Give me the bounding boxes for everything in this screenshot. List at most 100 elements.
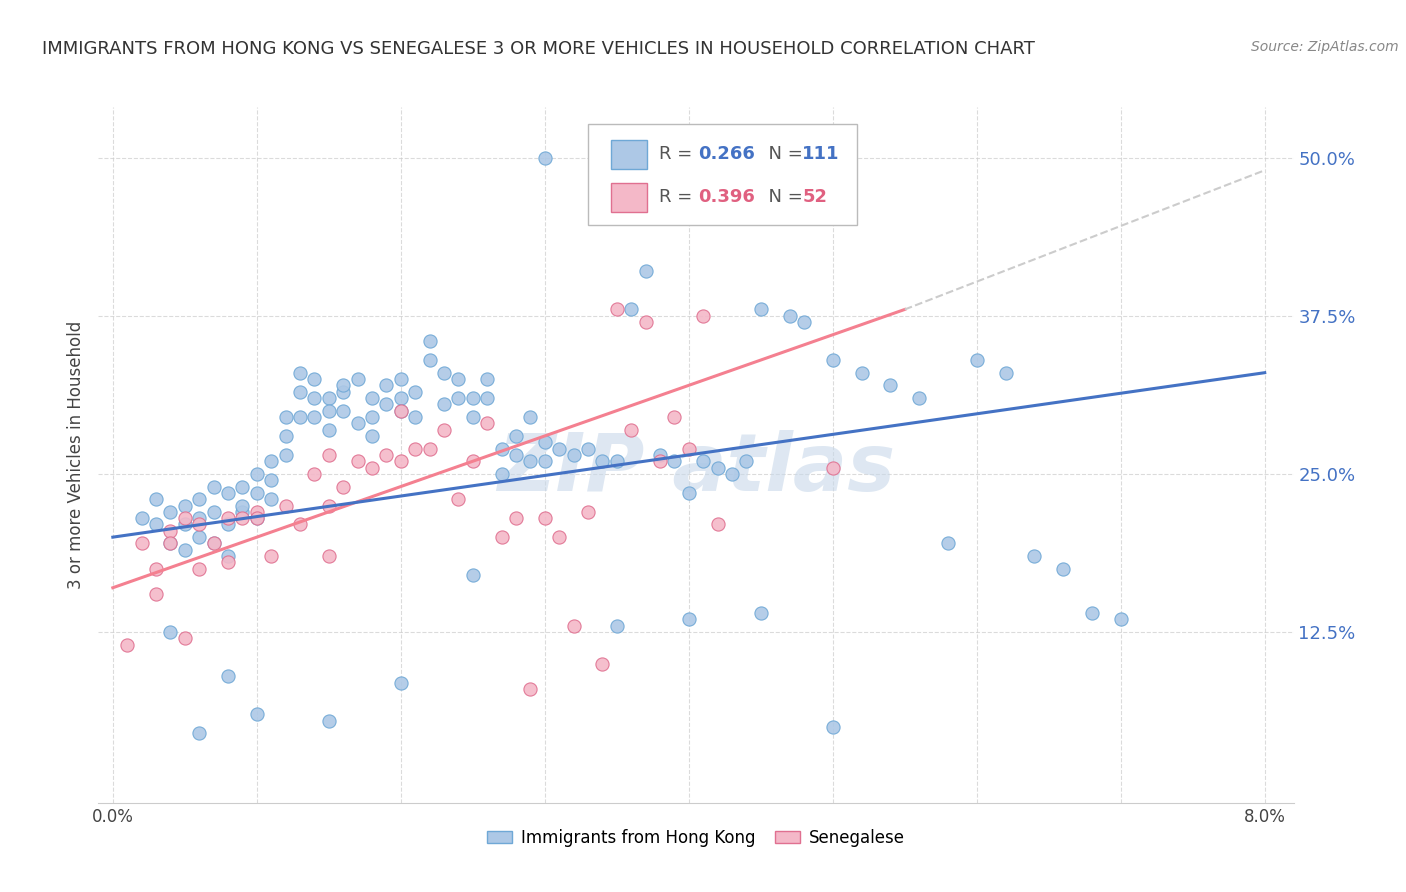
Point bbox=[231, 479, 253, 493]
Point bbox=[288, 366, 311, 380]
Text: 52: 52 bbox=[803, 188, 827, 206]
Point bbox=[217, 486, 239, 500]
Point bbox=[318, 549, 340, 563]
Point bbox=[346, 372, 368, 386]
Point bbox=[217, 549, 239, 563]
Point bbox=[173, 511, 195, 525]
Point bbox=[173, 542, 195, 557]
Point bbox=[260, 454, 283, 468]
Point bbox=[217, 669, 239, 683]
Point bbox=[202, 505, 225, 519]
Point bbox=[562, 448, 585, 462]
FancyBboxPatch shape bbox=[589, 124, 858, 226]
Point bbox=[202, 536, 225, 550]
Point bbox=[706, 460, 728, 475]
Point bbox=[505, 511, 527, 525]
Point bbox=[375, 378, 398, 392]
Point bbox=[231, 505, 253, 519]
Point bbox=[231, 511, 253, 525]
Point bbox=[246, 511, 269, 525]
Point bbox=[692, 309, 714, 323]
Point bbox=[115, 638, 138, 652]
Point bbox=[274, 429, 297, 443]
Point bbox=[389, 391, 412, 405]
Point bbox=[188, 726, 211, 740]
Point bbox=[131, 511, 153, 525]
Point bbox=[202, 479, 225, 493]
Text: 111: 111 bbox=[803, 145, 839, 163]
Point bbox=[447, 492, 470, 507]
Point bbox=[260, 473, 283, 487]
Point bbox=[505, 429, 527, 443]
Point bbox=[692, 454, 714, 468]
Point bbox=[505, 448, 527, 462]
Point bbox=[1081, 606, 1104, 620]
Point bbox=[246, 511, 269, 525]
Point bbox=[389, 675, 412, 690]
Point bbox=[188, 492, 211, 507]
FancyBboxPatch shape bbox=[612, 140, 647, 169]
Point bbox=[461, 454, 484, 468]
Point bbox=[1052, 562, 1074, 576]
Text: Source: ZipAtlas.com: Source: ZipAtlas.com bbox=[1251, 40, 1399, 54]
Y-axis label: 3 or more Vehicles in Household: 3 or more Vehicles in Household bbox=[66, 321, 84, 589]
Point bbox=[491, 530, 513, 544]
Point bbox=[318, 714, 340, 728]
Point bbox=[274, 409, 297, 424]
Point bbox=[231, 499, 253, 513]
Point bbox=[634, 315, 657, 329]
Point bbox=[519, 409, 541, 424]
Point bbox=[217, 511, 239, 525]
Point bbox=[749, 606, 772, 620]
Point bbox=[145, 517, 167, 532]
Text: R =: R = bbox=[659, 188, 697, 206]
Point bbox=[908, 391, 931, 405]
Point bbox=[173, 632, 195, 646]
Point bbox=[346, 417, 368, 431]
Point bbox=[447, 372, 470, 386]
Text: R =: R = bbox=[659, 145, 697, 163]
Point bbox=[879, 378, 901, 392]
Point bbox=[318, 499, 340, 513]
Point bbox=[188, 530, 211, 544]
Point bbox=[519, 681, 541, 696]
Point bbox=[678, 442, 700, 456]
Point bbox=[491, 442, 513, 456]
Text: 0.266: 0.266 bbox=[699, 145, 755, 163]
Point bbox=[678, 486, 700, 500]
Point bbox=[246, 505, 269, 519]
Point bbox=[419, 442, 441, 456]
Point bbox=[145, 562, 167, 576]
Point bbox=[706, 517, 728, 532]
Point bbox=[173, 499, 195, 513]
Point bbox=[735, 454, 758, 468]
Text: N =: N = bbox=[756, 188, 808, 206]
Point bbox=[375, 397, 398, 411]
Point bbox=[217, 517, 239, 532]
Point bbox=[361, 391, 384, 405]
Point bbox=[274, 448, 297, 462]
Point bbox=[447, 391, 470, 405]
Point bbox=[1024, 549, 1046, 563]
Point bbox=[304, 372, 326, 386]
Point bbox=[288, 517, 311, 532]
Point bbox=[548, 442, 571, 456]
Point bbox=[332, 403, 354, 417]
Point bbox=[145, 587, 167, 601]
Point bbox=[246, 467, 269, 481]
Point bbox=[389, 454, 412, 468]
Point bbox=[821, 353, 844, 368]
Point bbox=[288, 409, 311, 424]
Point bbox=[606, 302, 628, 317]
Text: N =: N = bbox=[756, 145, 808, 163]
Point bbox=[477, 391, 499, 405]
Point bbox=[159, 625, 181, 640]
Point bbox=[461, 568, 484, 582]
Point bbox=[562, 618, 585, 632]
Point bbox=[173, 517, 195, 532]
Point bbox=[304, 391, 326, 405]
Point bbox=[188, 517, 211, 532]
Point bbox=[461, 391, 484, 405]
Point bbox=[404, 384, 426, 399]
Point bbox=[389, 403, 412, 417]
